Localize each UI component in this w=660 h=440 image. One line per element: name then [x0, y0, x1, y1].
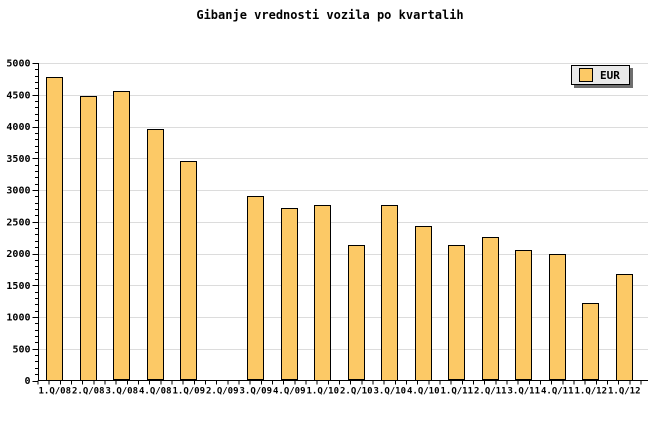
- x-tick-label: 2.Q/08: [72, 387, 105, 397]
- x-tick-label: 1.Q/12: [574, 387, 607, 397]
- x-tick-label: 3.Q/09: [239, 387, 272, 397]
- x-tick-label: 3.Q/10: [373, 387, 406, 397]
- legend-label: EUR: [600, 68, 620, 82]
- bar: [381, 205, 398, 381]
- bar: [582, 303, 599, 380]
- bar: [415, 226, 432, 381]
- bar: [180, 161, 197, 380]
- x-tick-label: 2.Q/11: [474, 387, 507, 397]
- bar: [147, 129, 164, 380]
- x-tick-label: 4.Q/11: [541, 387, 574, 397]
- y-tick-label: 4000: [6, 122, 30, 133]
- y-tick-label: 1000: [6, 313, 30, 324]
- bar: [448, 245, 465, 380]
- y-tick-label: 3500: [6, 154, 30, 165]
- y-tick-label: 2500: [6, 217, 30, 228]
- x-tick-label: 3.Q/08: [105, 387, 138, 397]
- x-tick-label: 2.Q/10: [340, 387, 373, 397]
- bar: [80, 96, 97, 381]
- bar: [247, 196, 264, 380]
- bar: [515, 250, 532, 380]
- y-tick-label: 4500: [6, 90, 30, 101]
- y-tick-label: 3000: [6, 186, 30, 197]
- bar: [281, 208, 298, 380]
- x-tick-label: 1.Q/08: [38, 387, 71, 397]
- bar: [549, 254, 566, 380]
- chart-title: Gibanje vrednosti vozila po kvartalih: [196, 8, 464, 22]
- bar: [113, 91, 130, 380]
- x-tick-label: 4.Q/09: [273, 387, 306, 397]
- x-tick-label: 3.Q/11: [507, 387, 540, 397]
- x-tick-label: 1.Q/12: [608, 387, 641, 397]
- x-tick-label: 1.Q/09: [172, 387, 205, 397]
- y-tick-label: 500: [12, 344, 30, 355]
- x-tick-label: 4.Q/10: [407, 387, 440, 397]
- legend-swatch-eur-icon: [579, 68, 593, 82]
- x-tick-label: 1.Q/10: [306, 387, 339, 397]
- bar: [616, 274, 633, 381]
- legend: EUR: [571, 65, 630, 85]
- bar: [482, 237, 499, 380]
- bar: [348, 245, 365, 380]
- bar: [46, 77, 63, 381]
- x-tick-label: 1.Q/11: [440, 387, 473, 397]
- x-tick-label: 2.Q/09: [206, 387, 239, 397]
- bar: [314, 205, 331, 381]
- y-tick-label: 2000: [6, 249, 30, 260]
- y-tick-label: 1500: [6, 281, 30, 292]
- x-tick-label: 4.Q/08: [139, 387, 172, 397]
- y-tick-label: 0: [24, 376, 30, 387]
- y-tick-label: 5000: [6, 59, 30, 70]
